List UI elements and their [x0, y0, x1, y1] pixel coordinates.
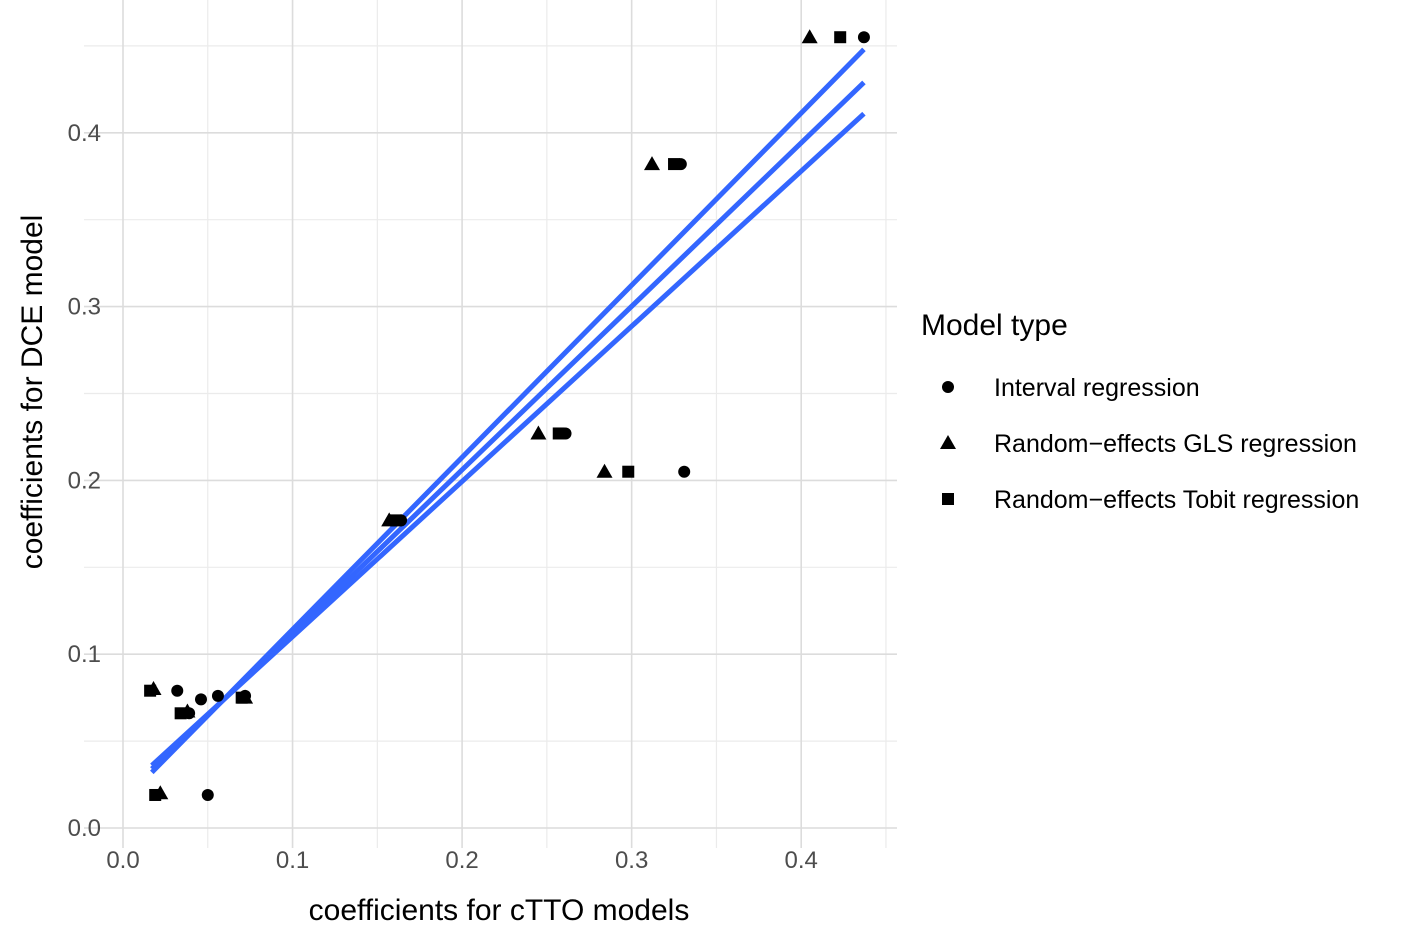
series-square	[144, 31, 847, 801]
legend-triangle-icon	[940, 435, 956, 449]
legend-label: Random−effects Tobit regression	[994, 486, 1359, 514]
data-points	[144, 29, 870, 801]
legend-square-icon	[942, 493, 954, 505]
circle-point	[678, 465, 691, 478]
x-tick-label: 0.0	[106, 847, 139, 874]
y-axis-ticks: 0.0 0.1 0.2 0.3 0.4	[68, 120, 101, 842]
fit-line-3	[150, 111, 866, 768]
legend: Model type Interval regression Random−eff…	[921, 309, 1359, 514]
y-tick-label: 0.2	[68, 467, 101, 494]
triangle-point	[801, 29, 818, 44]
fit-lines	[150, 47, 866, 775]
circle-point	[201, 788, 214, 801]
legend-items: Interval regression Random−effects GLS re…	[940, 374, 1359, 514]
legend-title: Model type	[921, 309, 1068, 342]
square-point	[552, 427, 565, 440]
x-tick-label: 0.4	[785, 847, 818, 874]
legend-label: Interval regression	[994, 374, 1200, 402]
square-point	[834, 31, 847, 44]
y-tick-label: 0.0	[68, 815, 101, 842]
y-axis-title: coefficients for DCE model	[16, 215, 49, 570]
square-point	[235, 691, 248, 704]
y-tick-label: 0.4	[68, 120, 101, 147]
x-tick-label: 0.1	[276, 847, 309, 874]
legend-label: Random−effects GLS regression	[994, 430, 1357, 458]
legend-circle-icon	[942, 381, 954, 393]
x-tick-label: 0.3	[615, 847, 648, 874]
legend-item: Interval regression	[942, 374, 1200, 402]
square-point	[389, 514, 402, 527]
x-axis-title: coefficients for cTTO models	[309, 894, 690, 927]
circle-point	[194, 693, 207, 706]
y-tick-label: 0.1	[68, 641, 101, 668]
square-point	[149, 788, 162, 801]
square-point	[144, 684, 157, 697]
circle-point	[171, 684, 184, 697]
square-point	[668, 158, 681, 171]
circle-point	[211, 689, 224, 702]
triangle-point	[596, 463, 613, 478]
grid-minor	[84, 0, 897, 848]
triangle-point	[643, 156, 660, 171]
circle-point	[857, 31, 870, 44]
y-tick-label: 0.3	[68, 294, 101, 321]
square-point	[622, 465, 635, 478]
x-tick-label: 0.2	[445, 847, 478, 874]
legend-item: Random−effects GLS regression	[940, 430, 1357, 458]
triangle-point	[530, 425, 547, 440]
square-point	[174, 707, 187, 720]
x-axis-ticks: 0.0 0.1 0.2 0.3 0.4	[106, 847, 818, 874]
legend-item: Random−effects Tobit regression	[942, 486, 1359, 514]
